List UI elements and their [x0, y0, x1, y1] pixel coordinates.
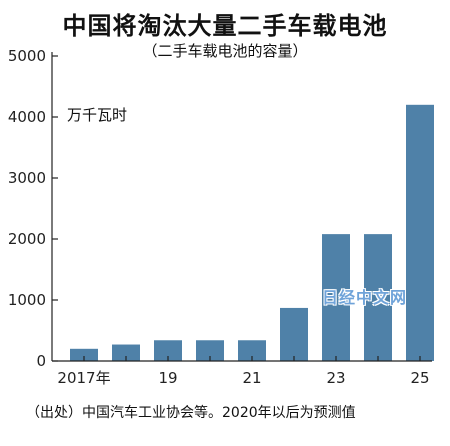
bar [196, 340, 224, 361]
bar [112, 344, 140, 361]
x-tick-label: 23 [326, 369, 345, 387]
bar [322, 234, 350, 361]
bar [70, 348, 98, 361]
chart-title: 中国将淘汰大量二手车载电池 [62, 12, 388, 40]
source-note: （出处）中国汽车工业协会等。2020年以后为预测值 [26, 405, 356, 421]
y-axis: 0 1000 2000 3000 4000 5000 [8, 47, 58, 370]
y-tick-label: 3000 [8, 169, 46, 187]
watermark-logo: 日经中文网 [322, 288, 408, 307]
bar [154, 340, 182, 361]
x-tick-label: 21 [242, 369, 261, 387]
bar [364, 234, 392, 361]
bar [280, 307, 308, 361]
y-tick-label: 5000 [8, 47, 46, 65]
y-tick-label: 4000 [8, 108, 46, 126]
y-tick-label: 2000 [8, 230, 46, 248]
y-unit-label: 万千瓦时 [67, 106, 128, 124]
y-tick-label: 0 [36, 352, 46, 370]
y-tick-label: 1000 [8, 291, 46, 309]
x-tick-label: 25 [410, 369, 429, 387]
x-tick-label: 2017年 [57, 369, 110, 387]
x-axis: 2017年 19 21 23 25 [52, 356, 432, 387]
bar [406, 104, 434, 362]
bar [238, 340, 266, 361]
x-tick-label: 19 [158, 369, 177, 387]
bars [70, 104, 434, 362]
chart-subtitle: （二手车载电池的容量） [142, 42, 308, 60]
